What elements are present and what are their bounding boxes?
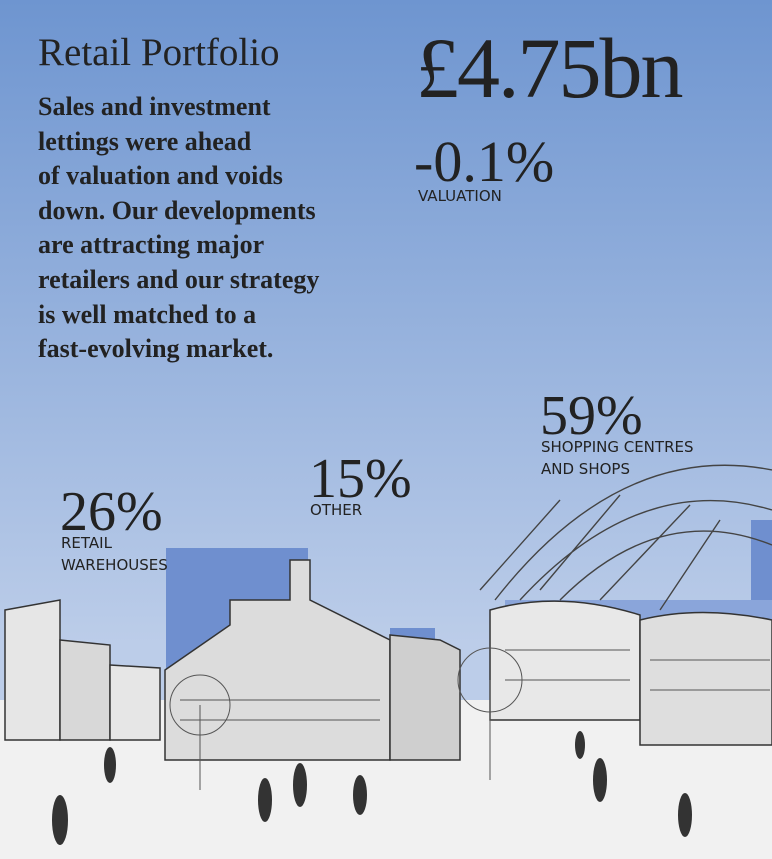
body-line: fast-evolving market. bbox=[38, 332, 319, 367]
infographic: Retail Portfolio Sales and investmentlet… bbox=[0, 0, 772, 859]
headline-value: £4.75bn bbox=[416, 18, 682, 118]
body-line: are attracting major bbox=[38, 228, 319, 263]
body-line: is well matched to a bbox=[38, 298, 319, 333]
title: Retail Portfolio bbox=[38, 30, 280, 75]
body-line: of valuation and voids bbox=[38, 159, 319, 194]
valuation-label: VALUATION bbox=[418, 185, 502, 207]
segment-label: RETAIL WAREHOUSES bbox=[61, 532, 186, 576]
segment-label: OTHER bbox=[310, 499, 410, 521]
page: {"header": {"title": "Retail Portfolio"}… bbox=[0, 0, 772, 859]
body-line: lettings were ahead bbox=[38, 125, 319, 160]
body-line: down. Our developments bbox=[38, 194, 319, 229]
body-line: retailers and our strategy bbox=[38, 263, 319, 298]
segment-label: SHOPPING CENTRES AND SHOPS bbox=[541, 436, 726, 480]
body-line: Sales and investment bbox=[38, 90, 319, 125]
